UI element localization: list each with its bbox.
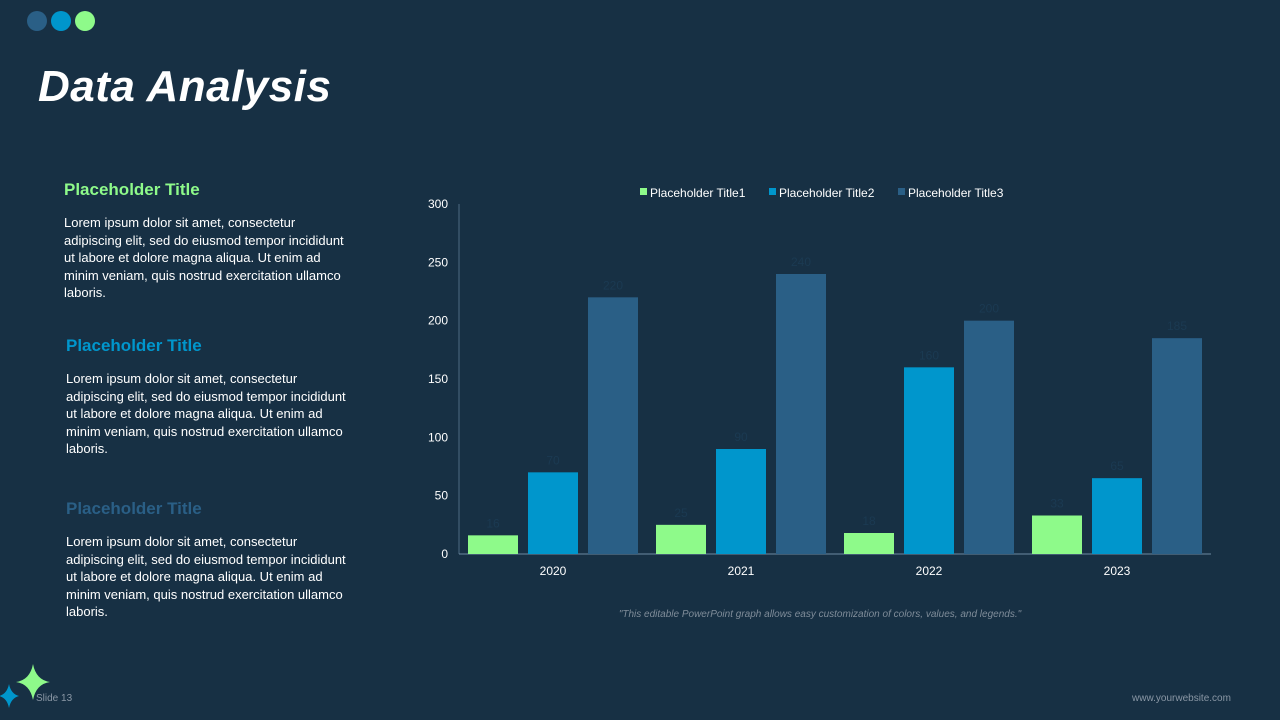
- bar: [468, 535, 518, 554]
- section-body: Lorem ipsum dolor sit amet, consectetur …: [64, 215, 344, 300]
- bar: [904, 367, 954, 554]
- bar: [1152, 338, 1202, 554]
- legend-swatch: [898, 188, 905, 195]
- y-tick-label: 250: [428, 255, 448, 269]
- section-title: Placeholder Title: [66, 499, 202, 518]
- x-tick-label: 2023: [1104, 564, 1131, 578]
- data-label: 65: [1110, 459, 1124, 473]
- website-link[interactable]: www.yourwebsite.com: [1132, 693, 1231, 704]
- legend-swatch: [640, 188, 647, 195]
- x-tick-label: 2022: [916, 564, 943, 578]
- page-title: Data Analysis: [38, 62, 332, 111]
- y-tick-label: 200: [428, 314, 448, 328]
- section-3: Placeholder Title Lorem ipsum dolor sit …: [66, 499, 356, 621]
- y-tick-label: 300: [428, 197, 448, 211]
- data-label: 33: [1050, 497, 1064, 511]
- decor-dot-3: [75, 11, 95, 31]
- bar: [588, 297, 638, 554]
- section-body: Lorem ipsum dolor sit amet, consectetur …: [66, 534, 346, 619]
- bar: [964, 320, 1014, 554]
- legend-swatch: [769, 188, 776, 195]
- data-label: 160: [919, 348, 939, 362]
- section-title: Placeholder Title: [64, 180, 200, 199]
- data-label: 200: [979, 302, 999, 316]
- data-label: 18: [862, 514, 876, 528]
- bar: [716, 449, 766, 554]
- y-tick-label: 100: [428, 430, 448, 444]
- y-tick-label: 150: [428, 372, 448, 386]
- y-tick-label: 50: [435, 489, 449, 503]
- bar: [528, 472, 578, 554]
- legend-label: Placeholder Title1: [650, 186, 746, 200]
- chart-caption: "This editable PowerPoint graph allows e…: [618, 609, 1022, 620]
- data-label: 185: [1167, 319, 1187, 333]
- x-tick-label: 2021: [728, 564, 755, 578]
- data-label: 220: [603, 278, 623, 292]
- data-label: 90: [734, 430, 748, 444]
- bar: [776, 274, 826, 554]
- data-label: 70: [546, 453, 560, 467]
- sparkle-icon: [0, 664, 50, 708]
- section-title: Placeholder Title: [66, 336, 202, 355]
- data-label: 240: [791, 255, 811, 269]
- section-2: Placeholder Title Lorem ipsum dolor sit …: [66, 336, 356, 458]
- bar: [1092, 478, 1142, 554]
- slide-number: Slide 13: [36, 693, 73, 704]
- section-1: Placeholder Title Lorem ipsum dolor sit …: [64, 180, 354, 302]
- data-label: 16: [486, 516, 500, 530]
- x-tick-label: 2020: [540, 564, 567, 578]
- y-tick-label: 0: [441, 547, 448, 561]
- bar: [1032, 515, 1082, 554]
- data-label: 25: [674, 506, 688, 520]
- legend-label: Placeholder Title2: [779, 186, 875, 200]
- bar: [844, 533, 894, 554]
- legend-label: Placeholder Title3: [908, 186, 1004, 200]
- decor-dot-2: [51, 11, 71, 31]
- bar: [656, 524, 706, 554]
- section-body: Lorem ipsum dolor sit amet, consectetur …: [66, 371, 346, 456]
- decor-dot-1: [27, 11, 47, 31]
